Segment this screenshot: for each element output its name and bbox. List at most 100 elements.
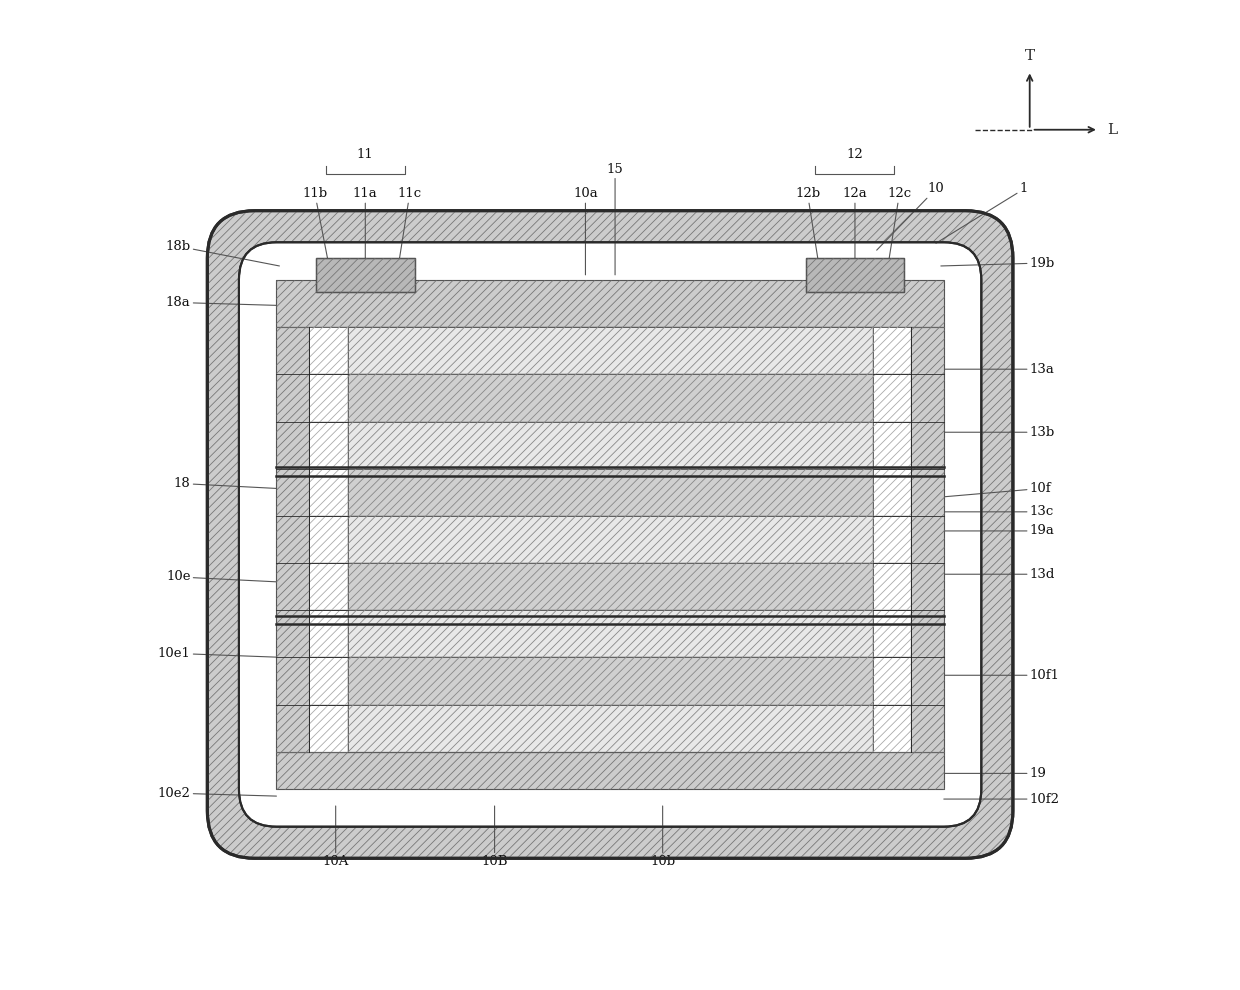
Bar [309,705,347,751]
Text: 12: 12 [847,148,863,161]
Bar [277,751,944,789]
Bar [347,610,873,657]
Bar [309,657,347,705]
Bar [309,516,347,563]
Bar [873,468,911,516]
Bar [806,258,904,292]
Bar [309,705,347,751]
Text: 11c: 11c [397,187,422,275]
Text: 19a: 19a [942,525,1054,538]
Bar [873,327,944,751]
Bar [309,563,347,610]
Text: 19: 19 [944,767,1047,780]
Bar [347,327,873,751]
Bar [277,280,944,327]
Bar [309,422,347,468]
Bar [347,657,873,705]
Text: 15: 15 [606,162,624,275]
Text: 13b: 13b [942,426,1055,439]
Bar [347,610,873,657]
Text: 18: 18 [174,477,278,490]
Text: 11a: 11a [353,187,378,275]
Bar [309,374,347,422]
Bar [309,563,347,610]
Text: 12b: 12b [795,187,821,275]
Bar [316,258,414,292]
Bar [309,610,347,657]
Text: 10f2: 10f2 [944,793,1060,806]
Text: 10f1: 10f1 [942,669,1060,682]
FancyBboxPatch shape [239,243,981,827]
Bar [873,327,911,374]
Text: 12a: 12a [843,187,867,275]
Bar [873,705,911,751]
Bar [277,280,944,327]
Text: 10e1: 10e1 [157,646,308,660]
Bar [873,516,911,563]
Bar [873,657,911,705]
Text: 10: 10 [877,182,945,250]
Bar [873,563,911,610]
Bar [347,516,873,563]
Bar [873,705,911,751]
Bar [309,422,347,468]
Bar [347,563,873,610]
Bar [873,374,911,422]
Bar [277,751,944,789]
Bar [873,374,911,422]
Bar [347,657,873,705]
Bar [873,610,911,657]
Bar [347,563,873,610]
Bar [347,705,873,751]
Bar [873,516,911,563]
Text: 11: 11 [357,148,373,161]
Text: 12c: 12c [887,187,911,275]
Bar [873,563,911,610]
Bar [347,422,873,468]
FancyBboxPatch shape [207,211,1013,858]
Bar [806,258,904,292]
Bar [347,516,873,563]
Text: 13c: 13c [942,505,1054,519]
Bar [347,422,873,468]
Text: 10a: 10a [573,187,598,275]
Text: 10b: 10b [650,806,676,868]
Bar [309,610,347,657]
Bar [309,657,347,705]
Bar [873,422,911,468]
Bar [347,327,873,751]
Bar [873,422,911,468]
Text: 11b: 11b [303,187,331,275]
Bar [347,468,873,516]
Text: L: L [1107,123,1117,137]
Text: 13a: 13a [942,362,1054,375]
Text: 10B: 10B [481,806,508,868]
Bar [873,327,944,751]
Bar [347,327,873,374]
Bar [873,327,911,374]
Text: 10A: 10A [322,806,348,868]
Text: 10f: 10f [942,482,1052,497]
Bar [316,258,414,292]
Text: 10e2: 10e2 [157,787,277,800]
Bar [873,468,911,516]
Bar [873,610,911,657]
Text: 18b: 18b [165,240,279,266]
Bar [309,468,347,516]
Bar [309,516,347,563]
Bar [347,468,873,516]
Bar [309,327,347,374]
Bar [347,705,873,751]
Bar [347,374,873,422]
Bar [347,374,873,422]
Text: 1: 1 [936,182,1028,244]
Bar [309,468,347,516]
Text: T: T [1024,49,1034,62]
Bar [277,327,347,751]
Text: 18a: 18a [166,296,279,309]
Bar [347,327,873,374]
Bar [309,327,347,374]
Bar [277,327,347,751]
Bar [309,374,347,422]
Text: 13d: 13d [942,567,1055,581]
